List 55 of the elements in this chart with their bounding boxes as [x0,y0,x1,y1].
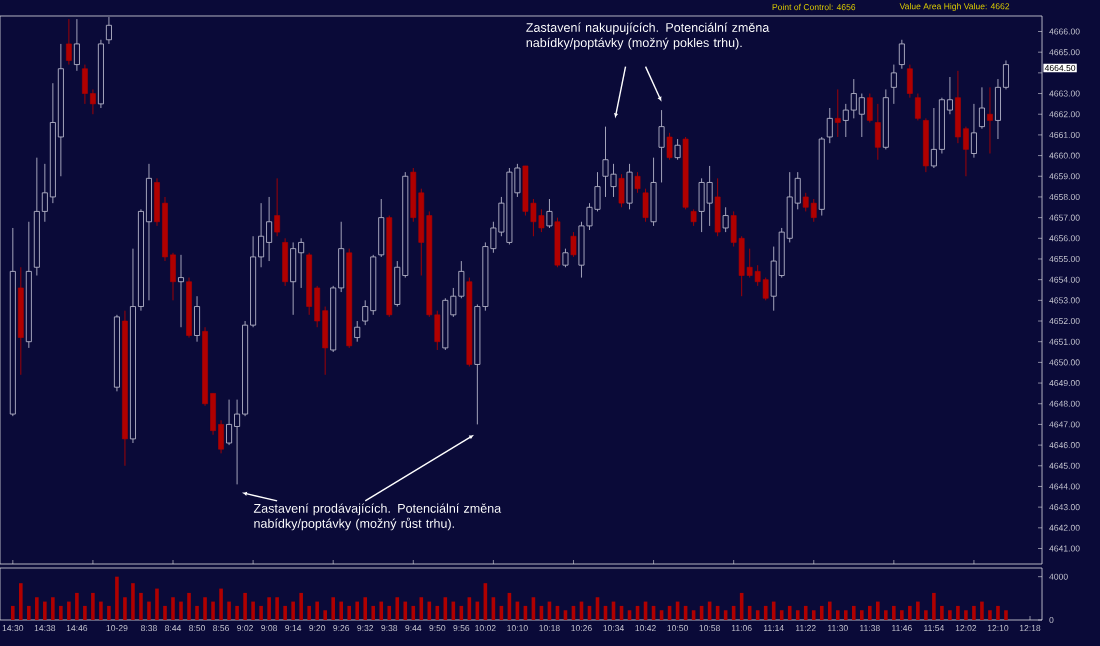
candlestick [562,248,569,268]
candlestick [874,103,881,161]
candlestick [698,177,705,233]
candlestick [907,64,913,99]
candlestick [923,117,929,173]
candlestick [194,295,201,343]
candlestick [274,177,280,237]
candlestick [714,177,721,237]
candlestick [73,18,80,72]
candlestick [522,165,529,216]
candlestick [66,18,72,66]
candlestick [626,163,633,210]
candlestick [570,231,577,258]
candlestick [866,93,873,123]
candlestick [834,88,841,138]
candlestick [610,163,617,198]
candlestick [178,254,185,328]
candlestick [970,103,977,159]
candlestick [266,196,273,262]
candlestick [978,86,985,130]
candlestick [826,107,833,144]
candlestick [442,297,449,351]
candlestick [618,173,625,208]
candlestick [602,126,609,198]
candlestick [850,78,857,119]
candlestick [810,198,817,223]
candlestick [290,241,297,316]
candlestick [955,70,961,144]
candlestick [298,237,305,289]
candlestick [538,208,545,233]
candlestick [706,165,713,227]
candlestick [898,39,905,70]
candlestick [554,217,561,268]
candlestick [987,86,993,154]
candlestick [354,320,361,343]
candlestick [674,138,681,161]
candlestick [282,237,288,287]
candlestick [915,93,921,121]
candlestick [650,157,657,227]
candlestick [378,198,385,258]
candlestick [762,277,769,301]
candlestick [105,16,112,45]
candlestick [890,64,897,105]
candlestick [802,192,809,212]
candlestick [546,198,553,229]
candlestick [858,93,865,138]
candlestick [634,171,641,194]
candlestick [642,188,649,223]
candlestick [666,132,673,161]
candlestick [930,107,937,169]
candlestick [722,206,729,233]
candlestick [145,163,152,301]
candlestick [226,399,233,446]
candlestick [658,109,665,183]
candlestick [82,64,88,105]
